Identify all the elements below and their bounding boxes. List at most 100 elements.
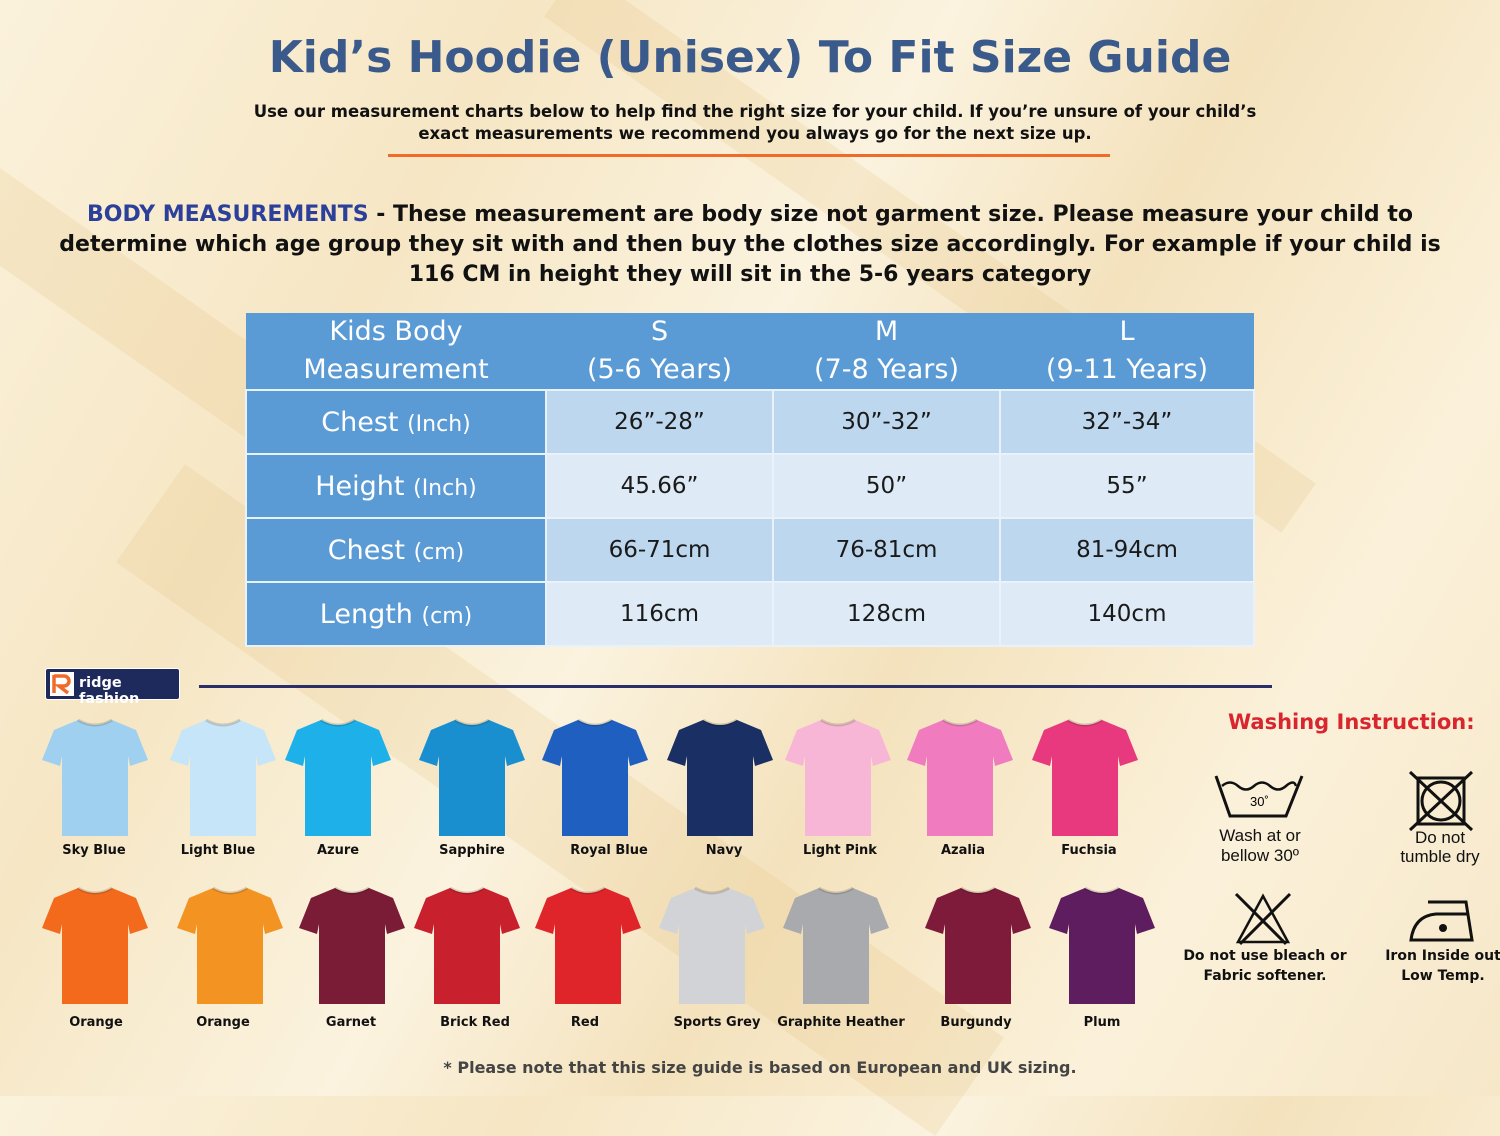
- table-cell: 26”-28”: [544, 389, 775, 455]
- tshirt-swatch[interactable]: [175, 884, 285, 1004]
- colour-label: Azure: [316, 843, 360, 858]
- brand-mark-icon: [50, 672, 74, 696]
- tshirt-icon: [170, 718, 276, 836]
- row-label: Chest (Inch): [245, 389, 547, 455]
- table-cell: 45.66”: [544, 453, 775, 519]
- brand-name: ridge fashion: [79, 675, 140, 707]
- header-line: L: [1119, 316, 1135, 347]
- colour-label: Azalia: [940, 843, 986, 858]
- colour-label: Navy: [705, 843, 743, 858]
- tshirt-swatch[interactable]: [783, 716, 893, 836]
- washing-title: Washing Instruction:: [1228, 710, 1475, 734]
- colour-label: Sky Blue: [62, 843, 126, 858]
- body-measurements-description: - These measurement are body size not ga…: [59, 202, 1441, 287]
- tshirt-swatch[interactable]: [417, 716, 527, 836]
- wash-label: bellow 30º: [1220, 846, 1300, 865]
- table-cell: 30”-32”: [772, 389, 1002, 455]
- row-label: Length (cm): [245, 581, 547, 647]
- header-line: (7-8 Years): [814, 354, 960, 385]
- tshirt-swatch[interactable]: [40, 716, 150, 836]
- tshirt-swatch[interactable]: [168, 716, 278, 836]
- table-cell: 55”: [999, 453, 1255, 519]
- tshirt-icon: [1049, 886, 1155, 1004]
- body-measurements-text: BODY MEASUREMENTS - These measurement ar…: [50, 200, 1450, 290]
- measure-unit: (cm): [413, 539, 465, 565]
- measure-unit: (Inch): [413, 475, 477, 501]
- wash-label: Fabric softener.: [1203, 968, 1327, 984]
- tshirt-icon: [783, 886, 889, 1004]
- colour-label: Burgundy: [940, 1015, 1012, 1030]
- body-measurements-heading: BODY MEASUREMENTS: [87, 202, 369, 227]
- tshirt-swatch[interactable]: [781, 884, 891, 1004]
- divider: [199, 685, 1272, 688]
- colour-label: Fuchsia: [1061, 843, 1117, 858]
- brand-logo: ridge fashion: [45, 668, 180, 707]
- tshirt-swatch[interactable]: [905, 716, 1015, 836]
- tshirt-icon: [285, 718, 391, 836]
- tshirt-icon: [925, 886, 1031, 1004]
- iron-low-icon: [1409, 900, 1474, 942]
- wash-label: Do not: [1414, 828, 1466, 847]
- table-cell: 81-94cm: [999, 517, 1255, 583]
- no-tumble-dry-icon: [1408, 770, 1474, 832]
- table-cell: 116cm: [544, 581, 775, 647]
- tshirt-swatch[interactable]: [297, 884, 407, 1004]
- measure-name: Length: [319, 598, 413, 630]
- table-header-row: Kids Body Measurement S (5-6 Years) M (7-8 …: [246, 313, 1254, 391]
- tshirt-swatch[interactable]: [1030, 716, 1140, 836]
- wash-30-icon: 30˚: [1214, 775, 1304, 818]
- wash-label: Low Temp.: [1401, 968, 1485, 984]
- header-line: Kids Body: [329, 316, 463, 347]
- tshirt-swatch[interactable]: [283, 716, 393, 836]
- table-cell: 66-71cm: [544, 517, 775, 583]
- colour-label: Light Blue: [180, 843, 256, 858]
- colour-label: Light Pink: [803, 843, 877, 858]
- header-line: (9-11 Years): [1045, 354, 1209, 385]
- wash-label: tumble dry: [1400, 847, 1480, 866]
- wash-temp-symbol: 30˚: [1250, 794, 1269, 809]
- table-row: Length (cm) 116cm 128cm 140cm: [245, 581, 1255, 647]
- measure-name: Height: [315, 470, 405, 502]
- divider: [388, 154, 1110, 157]
- tshirt-icon: [414, 886, 520, 1004]
- no-bleach-icon: [1234, 892, 1292, 946]
- tshirt-icon: [177, 886, 283, 1004]
- table-row: Chest (Inch) 26”-28” 30”-32” 32”-34”: [245, 389, 1255, 455]
- tshirt-icon: [907, 718, 1013, 836]
- colour-label: Red: [570, 1015, 600, 1030]
- tshirt-swatch[interactable]: [665, 716, 775, 836]
- colour-label: Graphite Heather: [777, 1015, 905, 1030]
- tshirt-icon: [42, 718, 148, 836]
- sizing-note: * Please note that this size guide is ba…: [443, 1058, 1077, 1077]
- tshirt-swatch[interactable]: [540, 716, 650, 836]
- tshirt-icon: [419, 718, 525, 836]
- wash-label: Iron Inside out: [1385, 948, 1500, 964]
- measure-name: Chest: [327, 534, 405, 566]
- tshirt-icon: [542, 718, 648, 836]
- wash-label: Do not use bleach or: [1183, 948, 1347, 964]
- table-row: Height (Inch) 45.66” 50” 55”: [245, 453, 1255, 519]
- tshirt-swatch[interactable]: [923, 884, 1033, 1004]
- measure-unit: (cm): [421, 603, 473, 629]
- page-title: Kid’s Hoodie (Unisex) To Fit Size Guide: [268, 32, 1232, 83]
- header-cell: L (9-11 Years): [1000, 313, 1254, 391]
- colour-label: Sports Grey: [673, 1015, 761, 1030]
- header-line: M: [874, 316, 899, 347]
- row-label: Chest (cm): [245, 517, 547, 583]
- header-line: S: [650, 316, 669, 347]
- tshirt-swatch[interactable]: [533, 884, 643, 1004]
- colour-label: Garnet: [325, 1015, 377, 1030]
- tshirt-swatch[interactable]: [657, 884, 767, 1004]
- tshirt-icon: [785, 718, 891, 836]
- header-cell: M (7-8 Years): [773, 313, 1001, 391]
- colour-label: Orange: [196, 1015, 250, 1030]
- intro-text: Use our measurement charts below to help…: [253, 102, 1257, 143]
- tshirt-swatch[interactable]: [40, 884, 150, 1004]
- measure-unit: (Inch): [407, 411, 471, 437]
- tshirt-icon: [42, 886, 148, 1004]
- table-cell: 32”-34”: [999, 389, 1255, 455]
- tshirt-swatch[interactable]: [412, 884, 522, 1004]
- tshirt-icon: [1032, 718, 1138, 836]
- size-table: Kids Body Measurement S (5-6 Years) M (7-8 …: [245, 313, 1255, 647]
- tshirt-swatch[interactable]: [1047, 884, 1157, 1004]
